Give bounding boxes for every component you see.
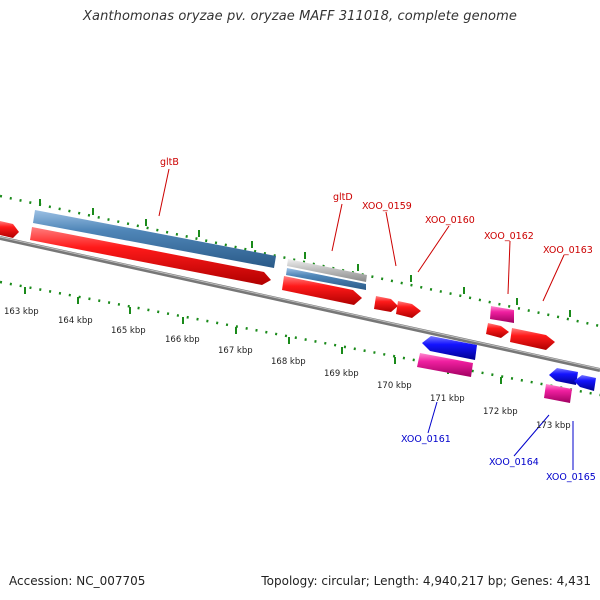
gene-arrow-XOO-0161-blue[interactable] <box>422 336 477 360</box>
gene-label-gltB[interactable]: gltB <box>160 157 179 168</box>
gene-label-gltD[interactable]: gltD <box>333 192 353 203</box>
scale-label-163kbp: 163 kbp <box>4 307 39 317</box>
accession-label: Accession: NC_007705 <box>9 574 146 588</box>
scale-label-173kbp: 173 kbp <box>536 421 571 431</box>
gene-arrow-XOO-0164-blue[interactable] <box>549 368 578 385</box>
gene-arrow-XOO-0162-pink[interactable] <box>490 306 514 323</box>
lower-dotted-track <box>0 280 600 397</box>
upper-dotted-track <box>0 194 600 328</box>
scale-label-165kbp: 165 kbp <box>111 326 146 336</box>
scale-label-167kbp: 167 kbp <box>218 346 253 356</box>
topology-summary: Topology: circular; Length: 4,940,217 bp… <box>261 574 591 588</box>
gene-arrow-XOO-0165-blue[interactable] <box>574 375 596 391</box>
reverse-gene-labels: XOO_0161 XOO_0164 XOO_0165 <box>401 434 596 483</box>
upper-tick-marks <box>39 199 571 317</box>
scale-label-168kbp: 168 kbp <box>271 357 306 367</box>
gene-label-XOO-0160[interactable]: XOO_0160 <box>425 215 475 226</box>
gene-arrow-gltD-domain[interactable] <box>286 268 366 290</box>
gene-arrow-gltB-domain[interactable] <box>33 210 276 268</box>
gene-arrow-XOO-0163[interactable] <box>510 328 555 350</box>
reverse-callout-lines <box>427 401 574 470</box>
gene-arrow-gltD-gray[interactable] <box>287 259 367 282</box>
scale-label-164kbp: 164 kbp <box>58 316 93 326</box>
gene-label-XOO-0159[interactable]: XOO_0159 <box>362 201 412 212</box>
gene-arrow-gltB[interactable] <box>30 227 271 285</box>
scale-label-172kbp: 172 kbp <box>483 407 518 417</box>
gene-label-XOO-0164[interactable]: XOO_0164 <box>489 457 539 468</box>
gene-label-XOO-0161[interactable]: XOO_0161 <box>401 434 451 445</box>
gene-arrow-XOO-0164-pink[interactable] <box>544 384 572 403</box>
scale-labels: 163 kbp 164 kbp 165 kbp 166 kbp 167 kbp … <box>4 307 571 431</box>
gene-label-XOO-0162[interactable]: XOO_0162 <box>484 231 534 242</box>
page-title: Xanthomonas oryzae pv. oryzae MAFF 31101… <box>83 9 517 24</box>
backbone-highlight <box>0 236 600 370</box>
gene-arrow-XOO-0159[interactable] <box>374 296 398 312</box>
scale-label-166kbp: 166 kbp <box>165 335 200 345</box>
gene-label-XOO-0163[interactable]: XOO_0163 <box>543 245 593 256</box>
gene-arrow-left-edge[interactable] <box>0 221 19 238</box>
forward-callout-lines <box>158 168 565 302</box>
gene-label-XOO-0165[interactable]: XOO_0165 <box>546 472 596 483</box>
gene-arrow-XOO-0161-pink[interactable] <box>417 353 473 377</box>
gene-arrow-XOO-0162[interactable] <box>486 323 509 338</box>
scale-label-171kbp: 171 kbp <box>430 394 465 404</box>
genome-backbone <box>0 236 600 372</box>
gene-arrow-gltD[interactable] <box>282 276 362 305</box>
forward-gene-labels: gltB gltD XOO_0159 XOO_0160 XOO_0162 XOO… <box>160 157 593 256</box>
scale-label-170kbp: 170 kbp <box>377 381 412 391</box>
scale-label-169kbp: 169 kbp <box>324 369 359 379</box>
gene-arrow-XOO-0160[interactable] <box>396 301 421 318</box>
